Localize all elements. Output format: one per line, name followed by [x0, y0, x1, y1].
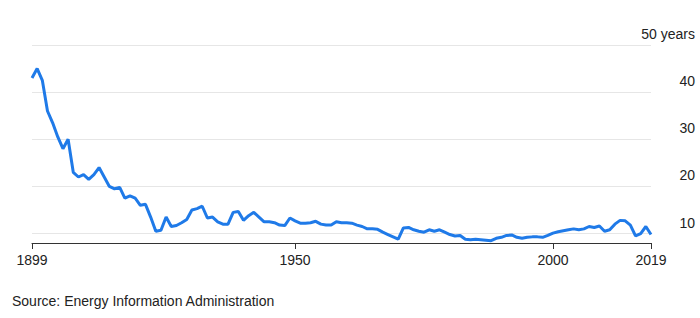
svg-text:1950: 1950: [279, 252, 310, 268]
svg-text:2019: 2019: [635, 252, 666, 268]
svg-text:1899: 1899: [16, 252, 47, 268]
svg-text:10: 10: [679, 215, 695, 231]
svg-text:2000: 2000: [537, 252, 568, 268]
svg-text:30: 30: [679, 120, 695, 136]
svg-text:Source: Energy Information Adm: Source: Energy Information Administratio…: [12, 293, 274, 309]
svg-text:50 years: 50 years: [641, 26, 695, 42]
svg-text:20: 20: [679, 167, 695, 183]
svg-text:40: 40: [679, 73, 695, 89]
